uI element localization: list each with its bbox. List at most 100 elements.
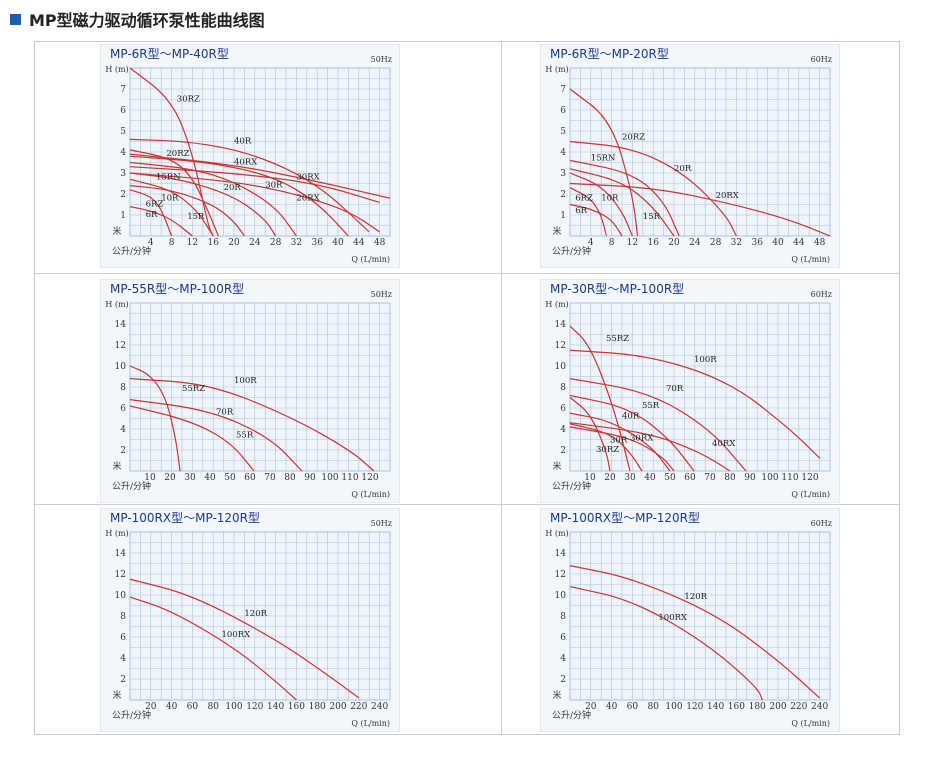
series-label: 20RZ (166, 149, 189, 159)
y-axis-unit: 米 (552, 460, 561, 472)
x-tick-label: 40 (606, 702, 618, 712)
x-axis-unit: 公升/分钟 (552, 709, 591, 721)
x-tick-label: 110 (341, 473, 358, 483)
series-label: 40RX (234, 158, 258, 168)
series-label: 20R (674, 164, 692, 174)
series-curve-6rz (129, 206, 193, 237)
x-tick-label: 140 (707, 702, 724, 712)
series-curve-100r (569, 349, 821, 459)
chart-title: MP-100RX型～MP-120R型 (550, 511, 700, 525)
chart-title: MP-55R型～MP-100R型 (110, 282, 244, 296)
x-tick-label: 160 (288, 702, 305, 712)
series-curve-30rz (129, 67, 214, 237)
series-label: 15RN (591, 153, 616, 163)
y-tick-label: 2 (120, 675, 126, 685)
series-label: 55RZ (182, 384, 205, 394)
x-tick-label: 30 (624, 473, 636, 483)
x-tick-label: 60 (244, 473, 256, 483)
series-label: 6R (575, 206, 587, 216)
grid-divider-horizontal (35, 504, 899, 505)
y-tick-label: 14 (555, 320, 567, 330)
series-curve-40rx (569, 422, 731, 472)
y-axis-label: H (m) (545, 529, 568, 538)
x-tick-label: 180 (309, 702, 326, 712)
y-axis-label: H (m) (105, 529, 128, 538)
chart-title: MP-6R型～MP-20R型 (550, 47, 669, 61)
series-curve-20r (569, 140, 737, 237)
x-tick-label: 200 (329, 702, 346, 712)
series-curve-15r (129, 185, 245, 237)
y-tick-label: 4 (560, 654, 566, 664)
x-axis-unit: 公升/分钟 (552, 245, 591, 257)
x-tick-label: 70 (264, 473, 276, 483)
x-tick-label: 40 (204, 473, 216, 483)
chart-mp-55r-100r-50hz: MP-55R型～MP-100R型 50Hz H (m) 米 2 4 6 8 10 12 14 10 20… (100, 279, 400, 503)
series-label: 15RN (156, 172, 181, 182)
y-tick-label: 4 (120, 425, 126, 435)
series-label: 30RX (296, 172, 320, 182)
x-tick-label: 20 (604, 473, 616, 483)
series-curve-120r (569, 565, 821, 699)
x-tick-label: 60 (187, 702, 199, 712)
y-tick-label: 8 (560, 383, 566, 393)
series-label: 6RZ (146, 200, 164, 210)
x-tick-label: 240 (371, 702, 388, 712)
x-tick-label: 24 (249, 238, 261, 248)
x-tick-label: 160 (728, 702, 745, 712)
x-axis-unit: 公升/分钟 (112, 245, 151, 257)
x-axis-label: Q (L/min) (791, 255, 830, 264)
chart-title: MP-30R型～MP-100R型 (550, 282, 684, 296)
y-tick-label: 7 (120, 85, 126, 95)
y-axis-unit: 米 (112, 460, 121, 472)
x-axis-label: Q (L/min) (351, 719, 390, 728)
y-tick-label: 14 (115, 549, 127, 559)
series-label: 120R (684, 592, 707, 602)
series-curve-120r (129, 578, 360, 699)
series-label: 30RZ (596, 445, 619, 455)
y-axis-label: H (m) (105, 300, 128, 309)
series-label: 40R (622, 412, 640, 422)
series-label: 15R (643, 212, 661, 222)
series-curve-6rz (569, 203, 623, 237)
series-label: 55R (642, 401, 660, 411)
y-tick-label: 2 (560, 675, 566, 685)
x-tick-label: 48 (814, 238, 826, 248)
series-label: 100RX (658, 613, 688, 623)
x-tick-label: 20 (228, 238, 240, 248)
x-tick-label: 44 (793, 238, 805, 248)
series-label: 100R (694, 355, 717, 365)
x-tick-label: 10 (584, 473, 596, 483)
series-label: 6RZ (575, 193, 593, 203)
series-curve-20rx (129, 172, 380, 233)
y-axis-unit: 米 (112, 225, 121, 237)
series-curve-30rx (569, 426, 675, 472)
y-tick-label: 4 (120, 148, 126, 158)
page-title: MP型磁力驱动循环泵性能曲线图 (29, 11, 265, 30)
y-tick-label: 8 (120, 383, 126, 393)
series-curve-6r (569, 187, 607, 237)
y-tick-label: 2 (120, 446, 126, 456)
series-curve-40r (569, 412, 671, 472)
y-tick-label: 10 (555, 362, 567, 372)
series-label: 55RZ (606, 334, 629, 344)
x-tick-label: 100 (761, 473, 778, 483)
y-tick-label: 10 (115, 591, 127, 601)
series-label: 70R (216, 407, 234, 417)
y-tick-label: 1 (560, 211, 566, 221)
y-tick-label: 2 (560, 190, 566, 200)
x-tick-label: 120 (246, 702, 263, 712)
y-tick-label: 12 (115, 341, 126, 351)
x-tick-label: 90 (304, 473, 316, 483)
x-axis-label: Q (L/min) (351, 490, 390, 499)
y-tick-label: 6 (560, 633, 566, 643)
x-tick-label: 70 (704, 473, 716, 483)
series-curve-55rz (129, 365, 181, 472)
series-label: 30RX (630, 434, 654, 444)
y-axis-unit: 米 (552, 225, 561, 237)
y-tick-label: 3 (560, 169, 566, 179)
chart-grid-frame (34, 41, 900, 735)
x-tick-label: 16 (647, 238, 659, 248)
series-label: 30RZ (177, 95, 200, 105)
x-tick-label: 120 (801, 473, 818, 483)
